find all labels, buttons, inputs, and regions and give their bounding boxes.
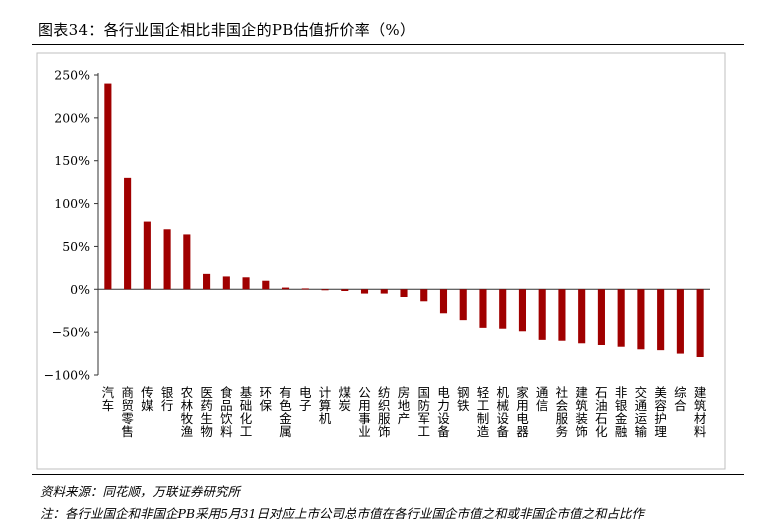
bar bbox=[499, 289, 507, 329]
bar bbox=[143, 221, 151, 290]
bar bbox=[301, 288, 309, 290]
x-tick-label: 通信 bbox=[536, 385, 549, 413]
footer-rule bbox=[32, 474, 744, 475]
x-tick-label: 建筑装饰 bbox=[575, 385, 588, 439]
bar bbox=[124, 177, 132, 290]
x-tick-label: 钢铁 bbox=[457, 385, 470, 413]
x-tick-label: 美容护理 bbox=[654, 385, 667, 439]
x-tick-label: 汽车 bbox=[102, 385, 115, 413]
x-tick-label: 商贸零售 bbox=[121, 385, 134, 439]
bar bbox=[380, 289, 388, 294]
x-tick-label: 综合 bbox=[674, 385, 687, 413]
x-tick-label: 食品饮料 bbox=[220, 385, 233, 439]
y-tick-label: −100% bbox=[44, 368, 90, 383]
bar bbox=[676, 289, 684, 354]
bar bbox=[400, 289, 408, 297]
bar bbox=[242, 277, 250, 290]
bar bbox=[637, 289, 645, 350]
x-tick-label: 基础化工 bbox=[240, 385, 253, 439]
x-tick-label: 家用电器 bbox=[516, 385, 529, 439]
bar bbox=[558, 289, 566, 341]
bar bbox=[420, 289, 428, 302]
bar bbox=[696, 289, 704, 357]
bar bbox=[183, 234, 191, 290]
x-tick-label: 农林牧渔 bbox=[181, 385, 194, 439]
x-tick-label: 电力设备 bbox=[437, 385, 450, 439]
x-tick-label: 传媒 bbox=[141, 385, 154, 413]
bar bbox=[518, 289, 527, 332]
bar bbox=[657, 289, 665, 351]
x-tick-label: 医药生物 bbox=[200, 385, 213, 439]
chart-title: 图表34：各行业国企相比非国企的PB估值折价率（%） bbox=[38, 21, 416, 39]
x-tick-label: 煤炭 bbox=[339, 385, 352, 413]
bar bbox=[104, 83, 112, 290]
x-tick-label: 社会服务 bbox=[556, 385, 569, 439]
x-tick-label: 银行 bbox=[161, 385, 174, 413]
x-tick-label: 非银金融 bbox=[615, 385, 628, 439]
y-tick-label: 0% bbox=[70, 282, 90, 297]
x-tick-label: 公用事业 bbox=[358, 385, 371, 439]
y-tick-label: 150% bbox=[54, 153, 90, 168]
bar bbox=[203, 273, 211, 290]
x-tick-label: 石油石化 bbox=[595, 385, 608, 439]
x-tick-label: 国防军工 bbox=[417, 385, 430, 439]
x-tick-label: 有色金属 bbox=[279, 385, 292, 439]
bar bbox=[578, 289, 586, 344]
x-tick-label: 环保 bbox=[260, 385, 273, 413]
x-tick-label: 轻工制造 bbox=[477, 385, 490, 439]
bar bbox=[321, 289, 329, 291]
bar bbox=[617, 289, 625, 347]
y-tick-label: 200% bbox=[54, 110, 90, 125]
chart-frame bbox=[36, 52, 726, 470]
x-tick-label: 计算机 bbox=[319, 385, 332, 426]
x-tick-label: 建筑材料 bbox=[694, 385, 707, 439]
x-tick-label: 机械设备 bbox=[496, 385, 509, 439]
y-tick-label: 50% bbox=[62, 239, 90, 254]
title-bar: 图表34：各行业国企相比非国企的PB估值折价率（%） bbox=[32, 14, 744, 45]
x-tick-label: 房地产 bbox=[398, 385, 411, 426]
y-tick-label: 250% bbox=[54, 68, 90, 83]
bar bbox=[222, 276, 230, 290]
bar bbox=[479, 289, 487, 328]
source-note: 资料来源：同花顺，万联证券研究所 bbox=[40, 484, 241, 499]
bar bbox=[597, 289, 605, 345]
bar-chart: −100% −50% 0% 50% 100% 150% 200% 250% 汽车商贸零售传媒银行… bbox=[36, 52, 726, 470]
bar bbox=[360, 289, 369, 294]
bar bbox=[341, 289, 349, 291]
bar bbox=[281, 287, 290, 290]
x-tick-label: 交通运输 bbox=[635, 385, 648, 439]
x-tick-label: 纺织服饰 bbox=[378, 385, 391, 439]
bar bbox=[538, 289, 546, 340]
x-tick-label: 电子 bbox=[299, 385, 312, 413]
bar bbox=[163, 229, 171, 290]
bar bbox=[439, 289, 448, 314]
bar bbox=[459, 289, 467, 321]
y-tick-label: −50% bbox=[52, 325, 90, 340]
footnote: 注：各行业国企和非国企PB采用5月31日对应上市公司总市值在各行业国企市值之和或… bbox=[40, 506, 644, 521]
bar bbox=[262, 280, 270, 290]
y-tick-label: 100% bbox=[54, 196, 90, 211]
